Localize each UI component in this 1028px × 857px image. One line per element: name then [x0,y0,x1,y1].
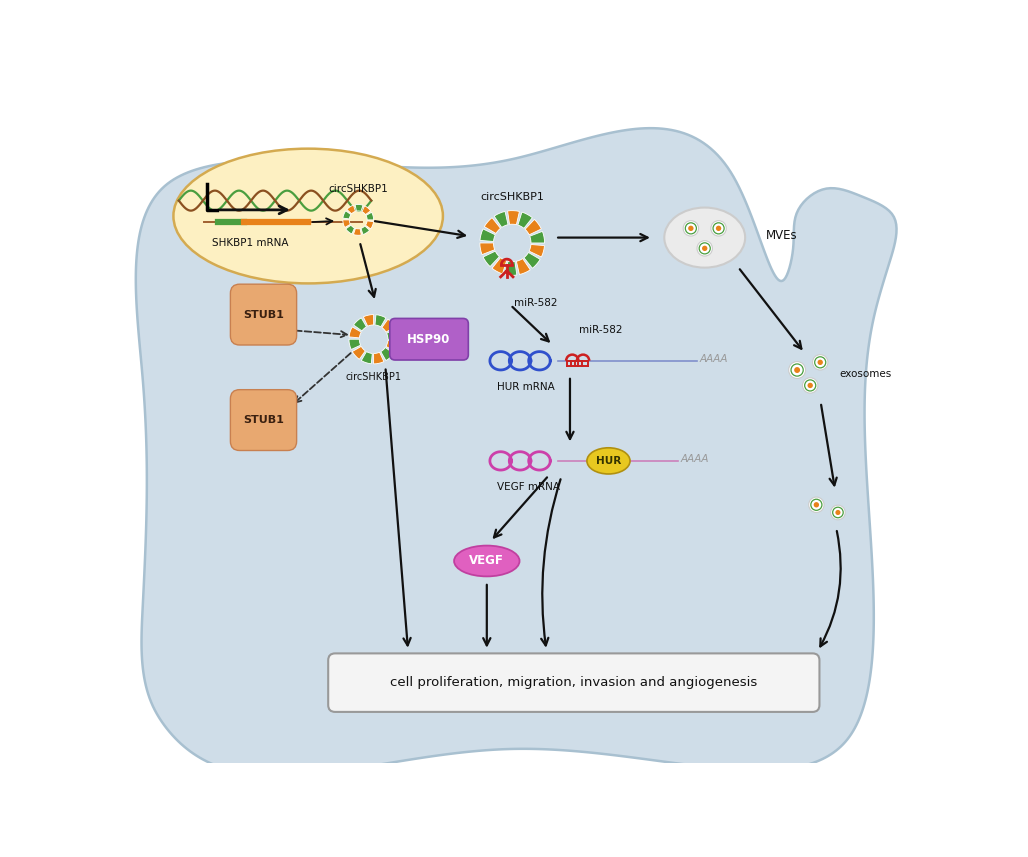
Wedge shape [346,205,356,214]
Wedge shape [380,347,394,361]
Wedge shape [361,351,372,363]
Wedge shape [386,340,398,351]
Circle shape [814,502,819,507]
Text: VEGF mRNA: VEGF mRNA [497,482,560,493]
Text: cell proliferation, migration, invasion and angiogenesis: cell proliferation, migration, invasion … [391,676,758,689]
Wedge shape [505,261,517,275]
Circle shape [688,225,694,231]
Text: MVEs: MVEs [766,229,798,242]
Wedge shape [363,315,373,327]
Circle shape [795,367,800,373]
Circle shape [684,220,699,236]
Ellipse shape [587,448,630,474]
Ellipse shape [664,207,745,267]
Circle shape [702,246,707,251]
Wedge shape [484,218,501,233]
Wedge shape [524,253,540,268]
Wedge shape [525,219,542,235]
Wedge shape [480,243,494,255]
Wedge shape [355,205,363,212]
Text: STUB1: STUB1 [243,415,284,425]
Circle shape [817,360,823,365]
PathPatch shape [136,129,896,776]
FancyBboxPatch shape [328,653,819,712]
Text: HSP90: HSP90 [407,333,450,345]
Text: HUR: HUR [596,456,621,466]
Wedge shape [342,220,351,227]
Circle shape [697,241,712,256]
Wedge shape [348,339,361,350]
Circle shape [788,362,806,379]
Text: STUB1: STUB1 [243,309,284,320]
Text: circSHKBP1: circSHKBP1 [328,184,389,195]
Wedge shape [529,231,545,243]
Wedge shape [366,213,373,220]
Wedge shape [518,213,533,228]
Circle shape [831,505,845,520]
Text: miR-582: miR-582 [579,326,623,335]
Wedge shape [354,228,361,236]
Text: SHKBP1 mRNA: SHKBP1 mRNA [212,237,289,248]
Text: miR-582: miR-582 [514,298,557,309]
FancyBboxPatch shape [390,319,469,360]
Wedge shape [494,212,508,227]
FancyBboxPatch shape [230,285,297,345]
Wedge shape [343,211,351,219]
Text: AAAA: AAAA [681,454,708,464]
Circle shape [808,383,813,388]
Circle shape [836,510,841,515]
Wedge shape [365,221,373,229]
Wedge shape [480,229,495,242]
Wedge shape [373,352,383,364]
Circle shape [809,497,824,512]
Wedge shape [529,244,545,257]
Circle shape [812,355,828,370]
Text: VEGF: VEGF [470,554,505,567]
Wedge shape [361,226,370,235]
Wedge shape [350,327,361,338]
Wedge shape [483,251,500,267]
Text: HUR mRNA: HUR mRNA [497,382,554,393]
FancyBboxPatch shape [230,390,297,451]
Ellipse shape [174,148,443,284]
Wedge shape [387,329,398,339]
Wedge shape [516,259,530,274]
Wedge shape [375,315,386,327]
Ellipse shape [454,546,519,577]
Wedge shape [492,258,507,274]
Text: exosomes: exosomes [840,369,891,379]
Wedge shape [354,318,366,331]
Circle shape [711,220,726,236]
Circle shape [715,225,722,231]
Wedge shape [381,319,395,332]
Text: circSHKBP1: circSHKBP1 [480,192,544,202]
Wedge shape [353,346,365,359]
Wedge shape [508,211,519,225]
Wedge shape [345,225,355,234]
Text: AAAA: AAAA [699,354,728,364]
Wedge shape [362,206,371,214]
Text: circSHKBP1: circSHKBP1 [345,372,402,381]
Circle shape [803,378,818,393]
